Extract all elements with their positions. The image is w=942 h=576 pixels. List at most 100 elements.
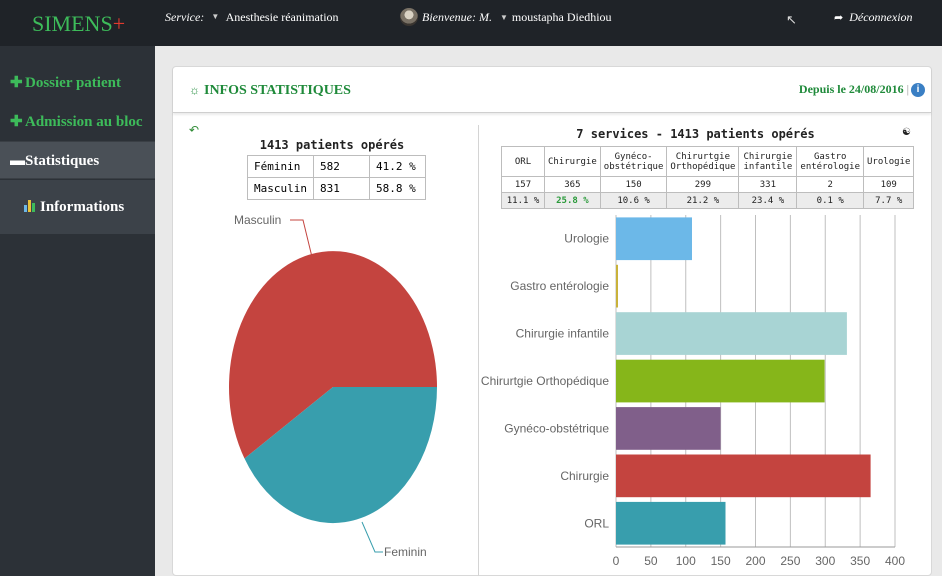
gender-pie-chart: Masculin Feminin — [229, 213, 438, 559]
services-header-cell: Chirurtgie Orthopédique — [666, 146, 740, 177]
bar-0[interactable] — [616, 217, 692, 261]
gender-label: Féminin — [247, 155, 314, 178]
gender-label: Masculin — [247, 177, 314, 200]
logout-label: Déconnexion — [849, 10, 913, 24]
chevron-down-icon: ▼ — [211, 12, 220, 21]
pie-leader-masculin — [290, 219, 313, 258]
logo-text: SIMENS+ — [32, 11, 126, 36]
bar-5[interactable] — [616, 454, 871, 498]
services-percent-cell: 23.4 % — [738, 192, 798, 209]
category-label: Chirurgie infantile — [516, 327, 610, 341]
bar-2[interactable] — [616, 312, 847, 355]
expand-arrow-icon[interactable]: ↖ — [786, 12, 797, 27]
table-row: Féminin 582 41.2 % — [247, 155, 426, 178]
pie-slice-masculin[interactable] — [229, 251, 437, 459]
gender-table: Féminin 582 41.2 % Masculin 831 58.8 % — [247, 155, 426, 200]
user-menu[interactable]: Bienvenue: M. ▼ moustapha Diedhiou — [400, 8, 612, 26]
x-tick-label: 250 — [780, 554, 800, 568]
plus-icon: ✚ — [10, 75, 23, 91]
services-count-cell: 157 — [501, 176, 545, 193]
services-percent-cell: 11.1 % — [501, 192, 545, 209]
category-label: Chirurgie — [560, 469, 609, 483]
divider — [478, 125, 479, 576]
table-row: 11.1 % 25.8 % 10.6 % 21.2 % 23.4 % 0.1 % 7.7 % — [501, 192, 915, 209]
sidebar-subitem-informations[interactable]: Informations — [0, 180, 155, 234]
sidebar-item-dossier-patient[interactable]: ✚ Dossier patient — [0, 64, 155, 102]
services-percent-cell: 21.2 % — [666, 192, 740, 209]
logo[interactable]: SIMENS+ — [0, 0, 155, 46]
sidebar-item-label: Statistiques — [25, 153, 100, 169]
sidebar-item-label: Dossier patient — [25, 75, 121, 91]
services-percent-cell: 25.8 % — [544, 192, 601, 209]
panel-header: ☼ INFOS STATISTIQUES Depuis le 24/08/2016… — [173, 67, 931, 113]
panel-title: ☼ INFOS STATISTIQUES — [189, 83, 351, 98]
minus-icon: ▬ — [10, 153, 25, 169]
gender-count: 582 — [312, 155, 370, 178]
avatar — [400, 8, 418, 26]
x-tick-label: 350 — [850, 554, 870, 568]
bar-6[interactable] — [616, 501, 726, 545]
pie-slice-feminin[interactable] — [244, 387, 438, 524]
service-label: Service: — [165, 10, 205, 24]
table-row: Masculin 831 58.8 % — [247, 177, 426, 200]
sidebar: ✚ Dossier patient ✚ Admission au bloc ▬Sta… — [0, 46, 155, 576]
x-tick-label: 0 — [613, 554, 620, 568]
services-count-cell: 109 — [863, 176, 915, 193]
x-tick-label: 50 — [644, 554, 658, 568]
refresh-icon[interactable]: ↶ — [189, 123, 200, 137]
sidebar-item-admission-bloc[interactable]: ✚ Admission au bloc — [0, 103, 155, 141]
gender-percent: 58.8 % — [368, 177, 426, 200]
bar-3[interactable] — [616, 359, 825, 403]
gender-title: 1413 patients opérés — [259, 138, 405, 152]
stats-panel: ☼ INFOS STATISTIQUES Depuis le 24/08/2016… — [172, 66, 932, 576]
services-percent-cell: 10.6 % — [599, 192, 668, 209]
chevron-down-icon: ▼ — [499, 12, 508, 22]
services-header-cell: Gynéco-obstétrique — [599, 146, 668, 177]
info-icon[interactable]: i — [911, 83, 925, 97]
services-title: 7 services - 1413 patients opérés — [576, 127, 815, 141]
category-label: Gastro entérologie — [510, 279, 609, 293]
logout-icon: ➦ — [834, 12, 844, 24]
x-tick-label: 200 — [745, 554, 765, 568]
welcome-label: Bienvenue: M. — [422, 9, 492, 24]
yin-yang-icon[interactable]: ☯ — [902, 127, 911, 138]
top-bar: SIMENS+ Service: ▼ Anesthesie réanimatio… — [0, 0, 942, 46]
category-label: Gynéco-obstétrique — [504, 421, 609, 435]
services-header-cell: Chirurgie infantile — [738, 146, 798, 177]
services-percent-cell: 7.7 % — [863, 192, 915, 209]
plus-icon: ✚ — [10, 114, 23, 130]
services-count-cell: 299 — [666, 176, 740, 193]
sun-icon: ☼ — [189, 83, 200, 97]
table-row: 157 365 150 299 331 2 109 — [501, 176, 915, 193]
user-name: moustapha Diedhiou — [511, 9, 612, 24]
logout-button[interactable]: ➦ Déconnexion — [834, 10, 913, 25]
services-bar-chart: 0 50 100 150 200 250 300 350 400 Urologie Gastro e… — [481, 215, 905, 568]
sidebar-subitem-label: Informations — [40, 199, 125, 215]
sidebar-item-label: Admission au bloc — [25, 114, 143, 130]
table-row: ORL Chirurgie Gynéco-obstétrique Chirurtgie… — [501, 146, 915, 177]
bar-1[interactable] — [616, 264, 618, 308]
services-count-cell: 150 — [599, 176, 668, 193]
services-count-cell: 2 — [796, 176, 865, 193]
gender-percent: 41.2 % — [368, 155, 426, 178]
service-value: Anesthesie réanimation — [225, 10, 339, 24]
category-label: ORL — [584, 516, 609, 530]
sidebar-item-statistiques[interactable]: ▬Statistiques — [0, 141, 155, 179]
x-tick-label: 150 — [711, 554, 731, 568]
pie-leader-feminin — [361, 521, 383, 553]
since-date: Depuis le 24/08/2016 | — [798, 82, 909, 96]
services-header-cell: ORL — [501, 146, 545, 177]
bar-4[interactable] — [616, 407, 721, 450]
pie-label-feminin: Feminin — [384, 545, 427, 559]
services-count-cell: 331 — [738, 176, 798, 193]
services-count-cell: 365 — [544, 176, 601, 193]
x-tick-label: 100 — [676, 554, 696, 568]
service-selector[interactable]: Service: ▼ Anesthesie réanimation — [165, 10, 339, 25]
services-table: ORL Chirurgie Gynéco-obstétrique Chirurtgie… — [501, 146, 915, 209]
services-header-cell: Chirurgie — [544, 146, 601, 177]
pie-label-masculin: Masculin — [234, 213, 281, 227]
services-header-cell: Gastro entérologie — [796, 146, 865, 177]
services-header-cell: Urologie — [863, 146, 915, 177]
bar-chart-icon — [24, 200, 35, 212]
x-tick-label: 300 — [815, 554, 835, 568]
